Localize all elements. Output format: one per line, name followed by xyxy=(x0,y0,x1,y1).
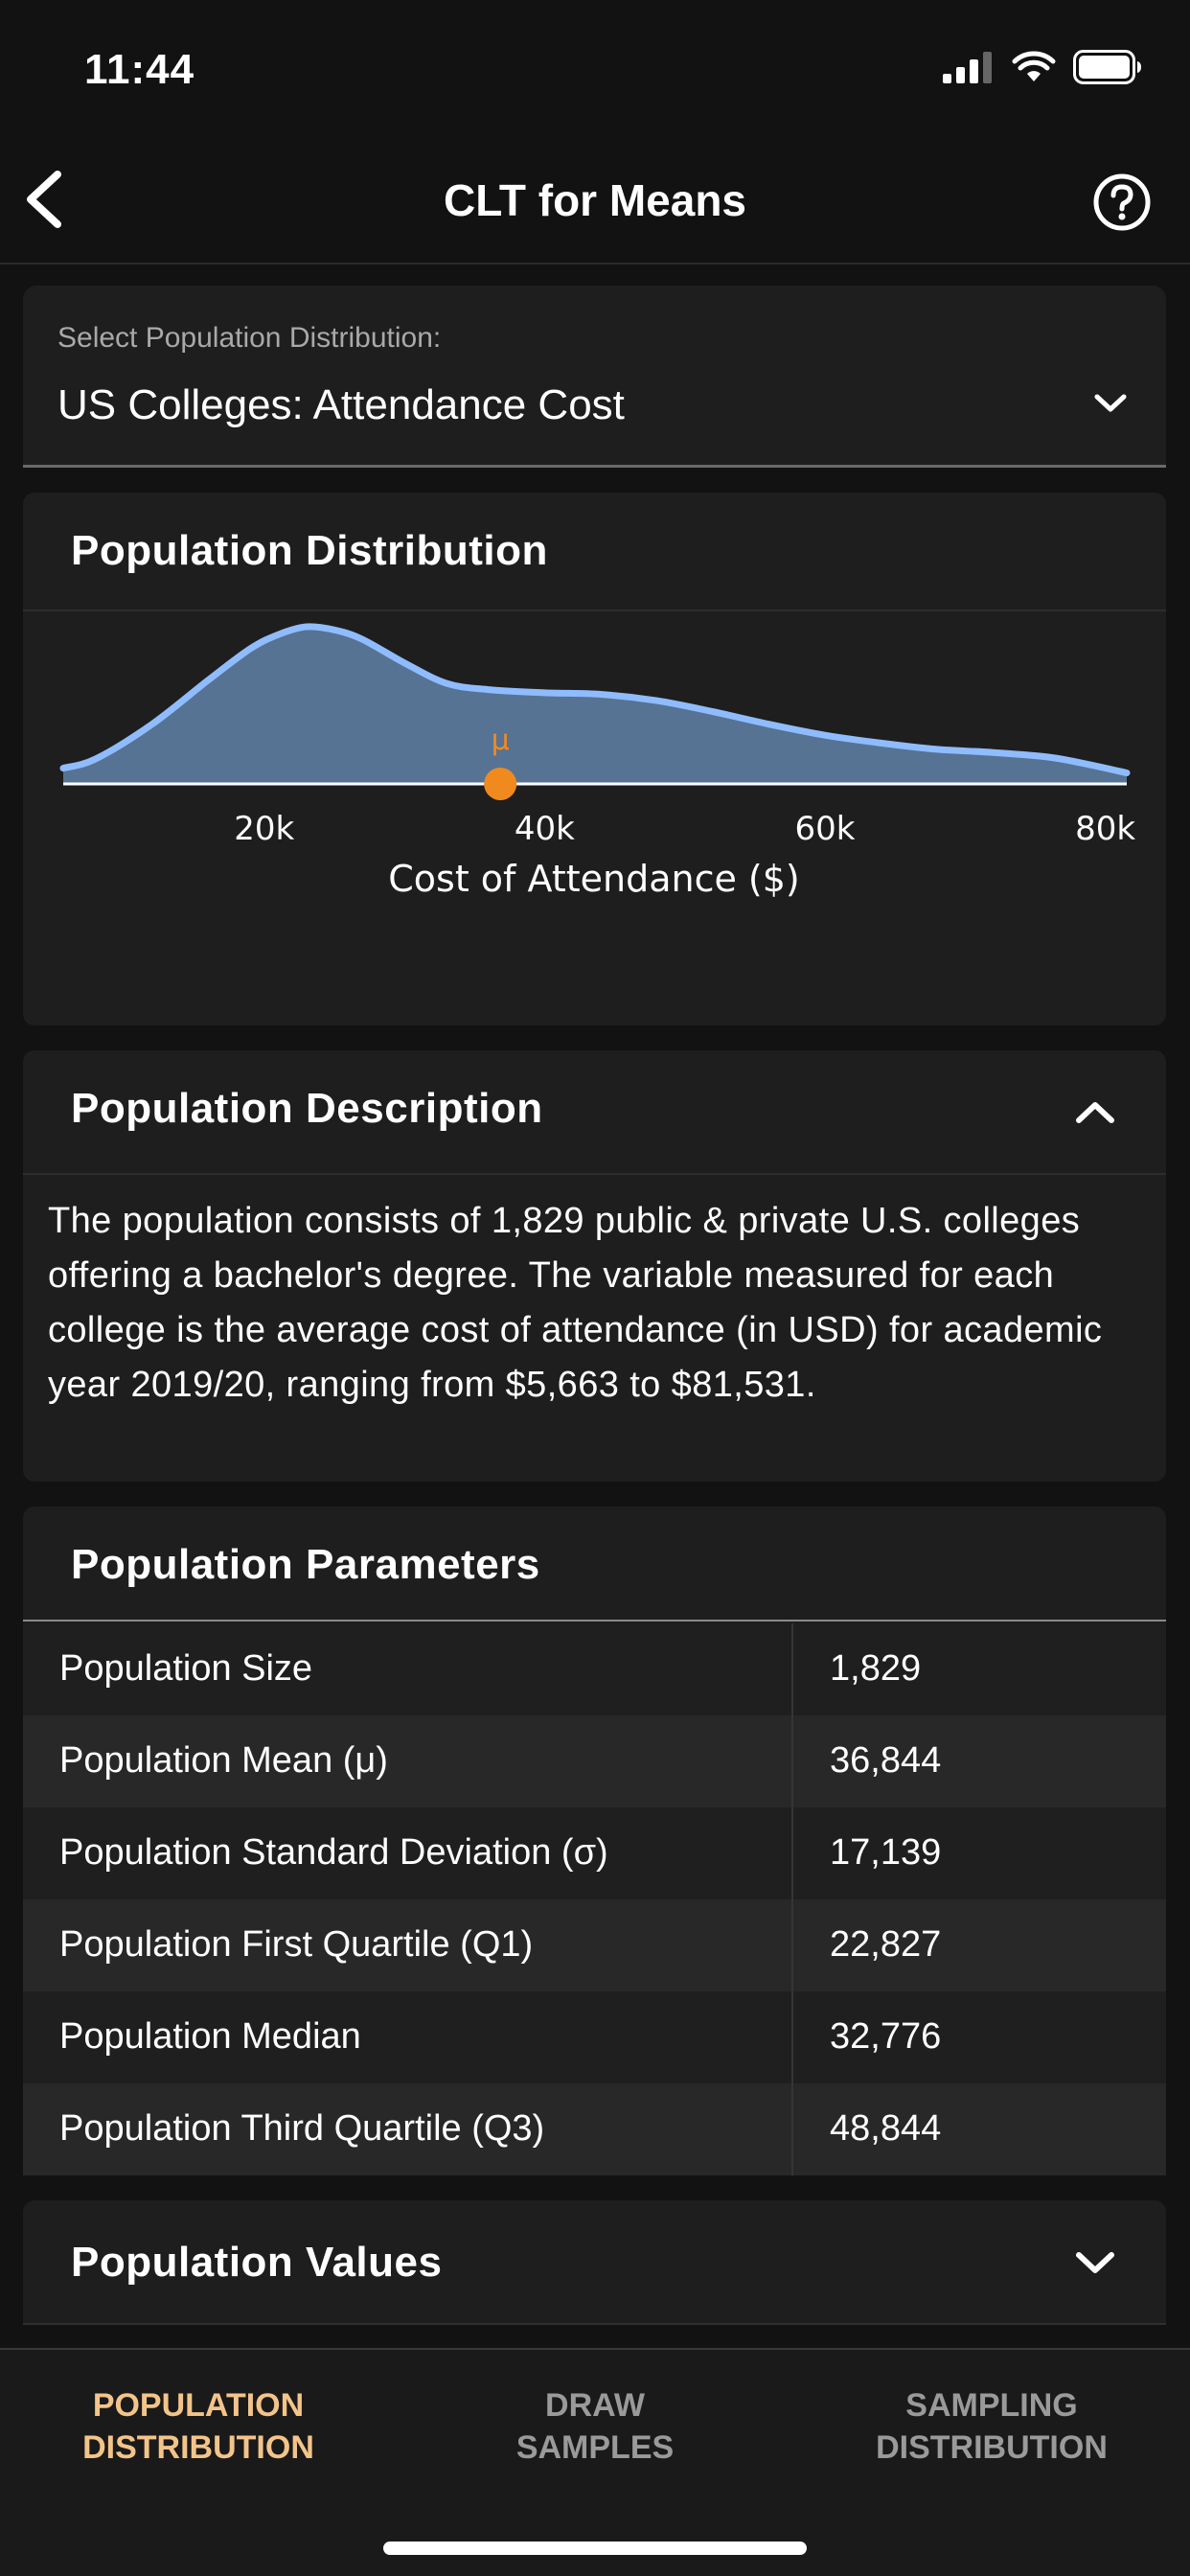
parameter-value: 32,776 xyxy=(830,2016,942,2057)
parameter-value: 22,827 xyxy=(830,1924,942,1965)
wifi-icon xyxy=(1012,51,1056,81)
tab-label-line1: SAMPLING xyxy=(905,2387,1078,2424)
parameter-name: Population Mean (μ) xyxy=(59,1740,388,1781)
chevron-down-icon xyxy=(1094,394,1127,412)
values-title: Population Values xyxy=(71,2239,443,2286)
signal-icon xyxy=(943,52,992,83)
x-axis-ticks: 20k 40k 60k 80k xyxy=(234,810,1135,848)
parameter-value: 17,139 xyxy=(830,1832,942,1873)
chevron-left-icon xyxy=(27,171,61,228)
density-chart: μ 20k 40k 60k 80k Cost of Attendance ($) xyxy=(59,623,1135,900)
parameter-value: 36,844 xyxy=(830,1740,942,1781)
navigation-bar: CLT for Means xyxy=(0,134,1190,264)
chevron-up-icon[interactable] xyxy=(1074,1098,1116,1125)
battery-icon xyxy=(1073,50,1141,84)
x-tick-label: 40k xyxy=(515,810,575,848)
tab-label-line2: DISTRIBUTION xyxy=(82,2429,314,2466)
distribution-select[interactable]: Select Population Distribution: US Colle… xyxy=(23,286,1166,468)
status-time: 11:44 xyxy=(84,46,195,93)
x-tick-label: 60k xyxy=(795,810,856,848)
density-area xyxy=(63,626,1127,784)
help-button[interactable] xyxy=(1092,172,1152,232)
parameter-name: Population Third Quartile (Q3) xyxy=(59,2108,545,2149)
parameter-row: Population Size 1,829 xyxy=(23,1623,1166,1715)
population-parameters-card: Population Parameters Population Size 1,8… xyxy=(23,1506,1166,2175)
parameter-value: 1,829 xyxy=(830,1648,922,1689)
population-distribution-card: Population Distribution μ 20k 40k 60k 80k C… xyxy=(23,493,1166,1025)
tab-sampling-distribution[interactable]: SAMPLING DISTRIBUTION xyxy=(793,2384,1190,2469)
tab-label-line2: SAMPLES xyxy=(515,2429,675,2466)
tab-draw-samples[interactable]: DRAW SAMPLES xyxy=(397,2384,793,2469)
back-button[interactable] xyxy=(17,169,75,230)
help-icon xyxy=(1093,173,1151,231)
home-indicator xyxy=(383,2542,807,2555)
bottom-tab-bar: POPULATION DISTRIBUTION DRAW SAMPLES SAM… xyxy=(0,2348,1190,2576)
parameter-value: 48,844 xyxy=(830,2108,942,2149)
status-icons xyxy=(943,50,1142,84)
distribution-chart: μ 20k 40k 60k 80k Cost of Attendance ($) xyxy=(23,613,1166,1025)
description-text: The population consists of 1,829 public … xyxy=(48,1201,1103,1405)
parameter-row: Population Median 32,776 xyxy=(23,1991,1166,2083)
mean-label: μ xyxy=(492,724,510,757)
tab-population-distribution[interactable]: POPULATION DISTRIBUTION xyxy=(0,2384,397,2469)
column-divider xyxy=(791,1623,793,2175)
parameter-name: Population Standard Deviation (σ) xyxy=(59,1832,608,1873)
x-axis-label: Cost of Attendance ($) xyxy=(388,858,800,900)
parameter-row: Population Third Quartile (Q3) 48,844 xyxy=(23,2083,1166,2175)
x-tick-label: 80k xyxy=(1075,810,1135,848)
select-value: US Colleges: Attendance Cost xyxy=(57,381,625,428)
parameter-name: Population First Quartile (Q1) xyxy=(59,1924,534,1965)
mean-marker xyxy=(484,768,517,800)
parameter-row: Population Standard Deviation (σ) 17,139 xyxy=(23,1807,1166,1899)
tab-label-line2: DISTRIBUTION xyxy=(876,2429,1108,2466)
parameter-name: Population Median xyxy=(59,2016,361,2057)
parameter-row: Population Mean (μ) 36,844 xyxy=(23,1715,1166,1807)
population-description-card: Population Description The population co… xyxy=(23,1050,1166,1482)
chevron-down-icon[interactable] xyxy=(1074,2250,1116,2277)
distribution-title: Population Distribution xyxy=(71,527,548,574)
density-curve xyxy=(59,623,1131,777)
description-title: Population Description xyxy=(71,1085,543,1132)
parameters-header: Population Parameters xyxy=(23,1506,1166,1622)
card-header: Population Distribution xyxy=(23,493,1166,611)
parameter-row: Population First Quartile (Q1) 22,827 xyxy=(23,1899,1166,1991)
description-header[interactable]: Population Description xyxy=(23,1050,1166,1175)
select-label: Select Population Distribution: xyxy=(57,322,442,354)
parameter-name: Population Size xyxy=(59,1648,313,1689)
x-tick-label: 20k xyxy=(234,810,294,848)
status-bar: 11:44 xyxy=(0,0,1190,134)
parameters-title: Population Parameters xyxy=(71,1541,540,1588)
tab-label-line1: DRAW xyxy=(545,2387,645,2424)
population-values-card[interactable]: Population Values xyxy=(23,2200,1166,2325)
page-title: CLT for Means xyxy=(443,175,747,225)
tab-label-line1: POPULATION xyxy=(92,2387,305,2424)
